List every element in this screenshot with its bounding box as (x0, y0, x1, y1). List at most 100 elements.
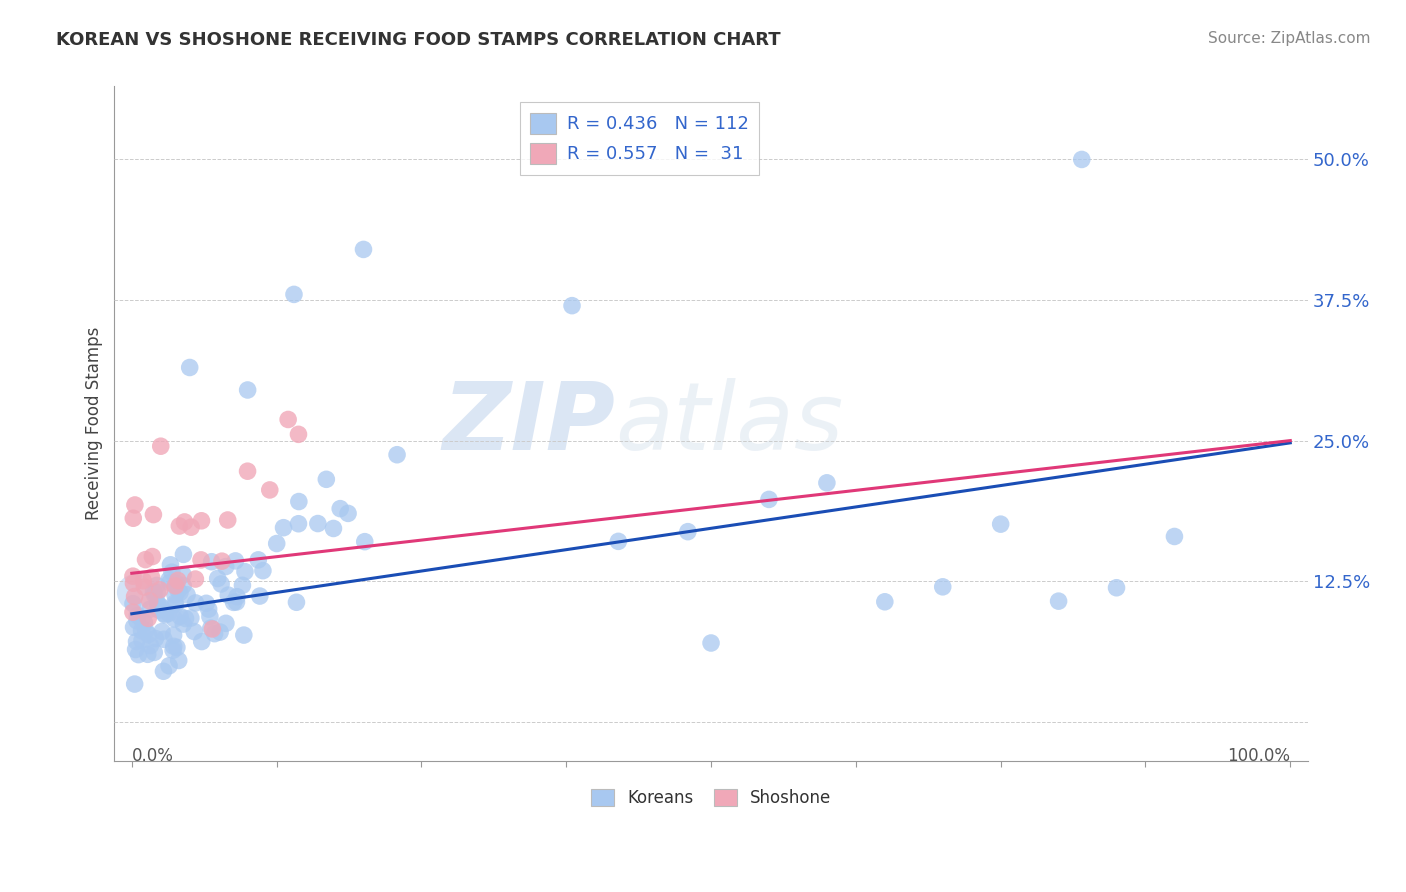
Point (157, 658, 180, 673)
Point (139, 639, 162, 653)
Point (217, 513, 239, 527)
Point (124, 585, 146, 599)
Point (162, 628, 184, 642)
Point (252, 564, 274, 578)
Point (169, 609, 191, 624)
Point (160, 565, 183, 579)
Point (141, 549, 163, 564)
Point (162, 643, 184, 657)
Point (166, 640, 188, 655)
Point (167, 583, 190, 598)
Point (146, 585, 169, 599)
Point (163, 612, 186, 626)
Point (236, 383, 259, 397)
Point (176, 588, 198, 602)
Point (142, 508, 165, 522)
Point (146, 596, 169, 610)
Point (247, 553, 270, 567)
Point (226, 590, 249, 604)
Point (758, 492, 780, 507)
Point (190, 634, 212, 648)
Point (815, 475, 838, 490)
Point (236, 464, 259, 478)
Point (215, 559, 238, 574)
Text: ZIP: ZIP (443, 377, 616, 470)
Point (353, 534, 375, 549)
Point (124, 642, 146, 657)
Point (287, 427, 309, 442)
Point (266, 536, 288, 550)
Point (150, 624, 173, 639)
Text: 0.0%: 0.0% (132, 747, 174, 764)
Point (307, 516, 329, 531)
Point (198, 609, 221, 624)
Point (159, 575, 181, 590)
Point (122, 576, 145, 591)
Point (195, 596, 218, 610)
Point (1105, 581, 1128, 595)
Point (141, 570, 163, 584)
Point (180, 611, 202, 625)
Point (143, 587, 166, 601)
Text: 100.0%: 100.0% (1227, 747, 1291, 764)
Point (173, 515, 195, 529)
Point (180, 520, 202, 534)
Point (190, 514, 212, 528)
Point (315, 472, 337, 486)
Point (285, 595, 308, 609)
Point (385, 448, 408, 462)
Point (157, 607, 180, 621)
Point (167, 653, 190, 667)
Point (201, 555, 224, 569)
Point (329, 501, 352, 516)
Point (146, 598, 169, 612)
Point (932, 580, 955, 594)
Point (145, 632, 167, 646)
Point (231, 578, 253, 592)
Point (124, 677, 146, 691)
Point (233, 565, 256, 579)
Point (134, 615, 156, 630)
Point (225, 595, 247, 609)
Point (131, 624, 153, 638)
Point (131, 612, 153, 626)
Point (353, 243, 375, 257)
Point (136, 648, 159, 662)
Point (184, 572, 207, 586)
Point (150, 599, 173, 614)
Point (172, 567, 194, 582)
Point (209, 577, 232, 591)
Point (197, 602, 219, 616)
Point (132, 574, 155, 588)
Point (153, 607, 176, 622)
Point (153, 607, 176, 621)
Point (224, 554, 246, 568)
Point (145, 578, 167, 592)
Point (172, 578, 194, 592)
Point (873, 595, 896, 609)
Text: Source: ZipAtlas.com: Source: ZipAtlas.com (1208, 31, 1371, 46)
Point (159, 558, 181, 572)
Point (174, 611, 197, 625)
Point (1163, 529, 1185, 543)
Point (273, 521, 295, 535)
Point (337, 507, 360, 521)
Point (153, 632, 176, 647)
Point (163, 588, 186, 602)
Point (561, 299, 583, 313)
Point (169, 585, 191, 599)
Point (277, 412, 299, 426)
Point (125, 634, 148, 648)
Point (138, 627, 160, 641)
Point (700, 636, 723, 650)
Text: atlas: atlas (616, 378, 844, 469)
Point (209, 625, 232, 640)
Y-axis label: Receiving Food Stamps: Receiving Food Stamps (86, 327, 103, 520)
Point (287, 516, 309, 531)
Point (204, 626, 226, 640)
Point (288, 494, 311, 508)
Point (1070, 153, 1092, 167)
Point (169, 519, 191, 533)
Point (128, 648, 150, 662)
Point (259, 483, 281, 497)
